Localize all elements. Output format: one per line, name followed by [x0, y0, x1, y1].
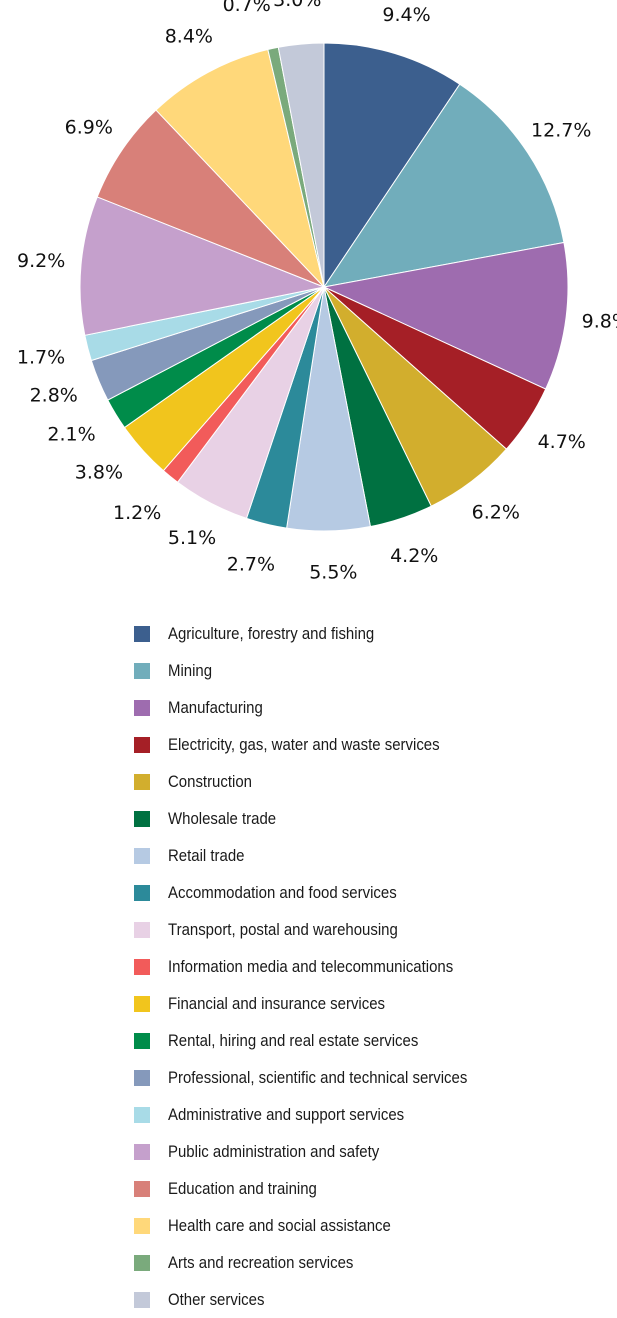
- legend-swatch: [134, 773, 150, 790]
- chart-legend: Agriculture, forestry and fishing Mining M…: [134, 615, 508, 1318]
- legend-label: Transport, postal and warehousing: [168, 919, 398, 939]
- legend-swatch: [134, 699, 150, 716]
- legend-swatch: [134, 1217, 150, 1234]
- legend-swatch: [134, 1106, 150, 1123]
- legend-item: Manufacturing: [134, 689, 508, 726]
- legend-label: Manufacturing: [168, 697, 263, 717]
- legend-item: Wholesale trade: [134, 800, 508, 837]
- legend-item: Arts and recreation services: [134, 1244, 508, 1281]
- pie-data-labels: 9.4% 12.7% 9.8% 4.7% 6.2% 4.2% 5.5% 2.7% 5.1% 1.2…: [17, 0, 617, 583]
- slice-data-label: 9.8%: [582, 311, 617, 333]
- legend-swatch: [134, 995, 150, 1012]
- legend-swatch: [134, 736, 150, 753]
- legend-label: Retail trade: [168, 845, 245, 865]
- slice-data-label: 5.5%: [309, 561, 357, 583]
- legend-label: Education and training: [168, 1178, 317, 1198]
- legend-swatch: [134, 1254, 150, 1271]
- pie-slice: [277, 42, 325, 288]
- slice-data-label: 2.1%: [47, 423, 95, 445]
- slice-data-label: 4.2%: [390, 545, 438, 567]
- slice-data-label: 8.4%: [165, 26, 213, 48]
- pie-chart: 9.4% 12.7% 9.8% 4.7% 6.2% 4.2% 5.5% 2.7% 5.1% 1.2…: [17, 0, 617, 583]
- pie-slice: [322, 241, 569, 390]
- slice-data-label: 9.4%: [382, 4, 430, 26]
- legend-swatch: [134, 1069, 150, 1086]
- legend-swatch: [134, 662, 150, 679]
- slice-data-label: 3.0%: [273, 0, 321, 11]
- pie-slice: [323, 42, 461, 289]
- slice-data-label: 4.7%: [538, 431, 586, 453]
- legend-label: Accommodation and food services: [168, 882, 397, 902]
- slice-data-label: 0.7%: [223, 0, 271, 16]
- legend-item: Mining: [134, 652, 508, 689]
- legend-item: Financial and insurance services: [134, 985, 508, 1022]
- pie-slice: [79, 196, 326, 336]
- legend-label: Mining: [168, 660, 213, 680]
- legend-item: Information media and telecommunications: [134, 948, 508, 985]
- legend-item: Professional, scientific and technical s…: [134, 1059, 508, 1096]
- legend-swatch: [134, 1180, 150, 1197]
- legend-item: Public administration and safety: [134, 1133, 508, 1170]
- legend-label: Other services: [168, 1289, 265, 1309]
- legend-item: Construction: [134, 763, 508, 800]
- slice-data-label: 6.9%: [65, 116, 113, 138]
- legend-label: Information media and telecommunications: [168, 956, 454, 976]
- legend-label: Wholesale trade: [168, 808, 277, 828]
- legend-item: Retail trade: [134, 837, 508, 874]
- legend-item: Electricity, gas, water and waste servic…: [134, 726, 508, 763]
- legend-item: Transport, postal and warehousing: [134, 911, 508, 948]
- legend-label: Health care and social assistance: [168, 1215, 391, 1235]
- slice-data-label: 5.1%: [168, 527, 216, 549]
- legend-label: Rental, hiring and real estate services: [168, 1030, 419, 1050]
- legend-label: Professional, scientific and technical s…: [168, 1067, 468, 1087]
- slice-data-label: 1.2%: [113, 502, 161, 524]
- slice-data-label: 6.2%: [472, 502, 520, 524]
- legend-label: Administrative and support services: [168, 1104, 405, 1124]
- legend-swatch: [134, 1143, 150, 1160]
- legend-label: Financial and insurance services: [168, 993, 386, 1013]
- slice-data-label: 12.7%: [531, 119, 591, 141]
- slice-data-label: 2.8%: [30, 384, 78, 406]
- pie-slice: [96, 109, 325, 288]
- legend-swatch: [134, 1032, 150, 1049]
- legend-item: Accommodation and food services: [134, 874, 508, 911]
- legend-swatch: [134, 884, 150, 901]
- legend-item: Health care and social assistance: [134, 1207, 508, 1244]
- legend-item: Other services: [134, 1281, 508, 1318]
- legend-label: Agriculture, forestry and fishing: [168, 623, 375, 643]
- slice-data-label: 9.2%: [17, 250, 65, 272]
- legend-label: Construction: [168, 771, 252, 791]
- legend-label: Public administration and safety: [168, 1141, 380, 1161]
- legend-swatch: [134, 921, 150, 938]
- slice-data-label: 3.8%: [75, 461, 123, 483]
- pie-slice: [322, 83, 565, 288]
- legend-item: Rental, hiring and real estate services: [134, 1022, 508, 1059]
- legend-item: Agriculture, forestry and fishing: [134, 615, 508, 652]
- legend-label: Electricity, gas, water and waste servic…: [168, 734, 440, 754]
- legend-swatch: [134, 847, 150, 864]
- slice-data-label: 2.7%: [227, 553, 275, 575]
- pie-slices: [79, 42, 569, 532]
- pie-slice: [155, 48, 325, 289]
- legend-swatch: [134, 1291, 150, 1308]
- legend-swatch: [134, 625, 150, 642]
- legend-item: Administrative and support services: [134, 1096, 508, 1133]
- legend-swatch: [134, 958, 150, 975]
- legend-item: Education and training: [134, 1170, 508, 1207]
- slice-data-label: 1.7%: [17, 346, 65, 368]
- legend-swatch: [134, 810, 150, 827]
- legend-label: Arts and recreation services: [168, 1252, 354, 1272]
